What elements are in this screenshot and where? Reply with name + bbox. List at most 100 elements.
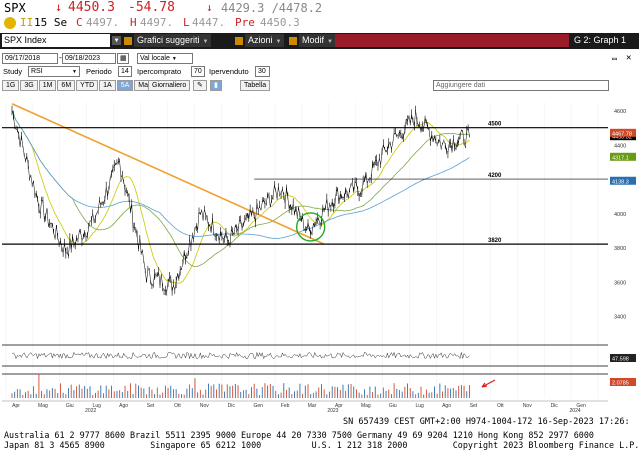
y-tick-label: 3800 bbox=[614, 246, 626, 252]
level-label: 4500 bbox=[488, 122, 502, 128]
ticker-date: 15 Se bbox=[34, 16, 68, 29]
alert-banner bbox=[335, 34, 569, 47]
add-data-field[interactable]: Aggiungere dati bbox=[433, 80, 609, 91]
y-tick-label: 3400 bbox=[614, 315, 626, 321]
price-line bbox=[11, 110, 470, 293]
down-arrow-icon: ↓ bbox=[206, 1, 213, 14]
x-tick-label: Giu bbox=[389, 403, 397, 409]
tab-azioni-label: Azioni bbox=[248, 35, 273, 45]
y-tick-label: 4600 bbox=[614, 109, 626, 115]
graph-label: G 2: Graph 1 bbox=[574, 35, 627, 45]
study-select[interactable]: RSI ▼ bbox=[28, 66, 80, 77]
status-line3: Japan 81 3 4565 8900 Singapore 65 6212 1… bbox=[0, 440, 639, 450]
x-tick-label: Dic bbox=[228, 403, 236, 409]
tab-modif[interactable]: Modif ▼ bbox=[299, 34, 336, 47]
range-button-1a[interactable]: 1A bbox=[99, 80, 116, 91]
range-button-1m[interactable]: 1M bbox=[38, 80, 57, 91]
price-chart[interactable]: 4600 4400 4200 4000 3800 3600 3400 Apr Mag Giu Lu… bbox=[0, 94, 639, 412]
chart-icon bbox=[235, 37, 243, 45]
overbought-label: Ipercomprato bbox=[137, 67, 182, 76]
oversold-field[interactable]: 30 bbox=[255, 66, 270, 77]
chart-type-select[interactable]: Giornaliero bbox=[148, 80, 191, 91]
x-tick-label: Apr bbox=[12, 403, 20, 409]
status-line2: Australia 61 2 9777 8600 Brazil 5511 239… bbox=[0, 430, 639, 440]
down-arrow-icon: ↓ bbox=[55, 0, 63, 14]
moving-average-line bbox=[11, 110, 470, 239]
tab-grafici-suggeriti[interactable]: Grafici suggeriti ▼ bbox=[134, 34, 212, 47]
pre-value: 4450.3 bbox=[260, 16, 300, 29]
draw-tool-icon[interactable]: ✎ bbox=[193, 80, 207, 91]
chart-icon bbox=[124, 37, 132, 45]
x-tick-label: Mag bbox=[361, 403, 371, 409]
x-tick-label: Giu bbox=[66, 403, 74, 409]
price-tag bbox=[610, 128, 636, 137]
range-button-6m[interactable]: 6M bbox=[57, 80, 76, 91]
price-series bbox=[11, 105, 470, 296]
calendar-icon[interactable]: ▦ bbox=[117, 53, 129, 64]
chart-grid bbox=[5, 102, 599, 398]
price-tag-label: 4138.3 bbox=[612, 179, 629, 185]
chart-icon bbox=[289, 37, 297, 45]
low-value: 4447. bbox=[192, 16, 226, 29]
menu-bar: SPX Index ▼ Grafici suggeriti ▼ Azioni ▼ M… bbox=[0, 33, 639, 49]
high-value: 4497. bbox=[140, 16, 174, 29]
x-year-label: 2022 bbox=[85, 408, 96, 412]
currency-select[interactable]: Val locale ▼ bbox=[137, 53, 193, 64]
minimize-icon[interactable]: ▭ bbox=[612, 54, 617, 63]
x-tick-label: Nov bbox=[200, 403, 209, 409]
bar-style-icon[interactable]: ▮ bbox=[210, 80, 222, 91]
date-range-row: 09/17/2018 - 09/18/2023 ▦ Val locale ▼ ▭ … bbox=[0, 52, 639, 65]
chart-type-value: Giornaliero bbox=[152, 82, 187, 89]
pre-label: Pre bbox=[235, 16, 255, 29]
period-label: Periodo bbox=[86, 67, 112, 76]
volume-tag bbox=[610, 378, 636, 386]
contact-line-2: Japan 81 3 4565 8900 Singapore 65 6212 1… bbox=[4, 440, 639, 450]
dropdown-chevron-icon[interactable]: ▼ bbox=[112, 36, 121, 45]
rsi-tag bbox=[610, 354, 636, 362]
x-tick-label: Feb bbox=[281, 403, 290, 409]
high-label: H bbox=[130, 16, 137, 29]
chart-background bbox=[0, 94, 610, 404]
price-tag bbox=[610, 152, 636, 161]
y-tick-label: 4400 bbox=[614, 143, 626, 149]
horizontal-levels: 4500 4200 3820 bbox=[2, 122, 608, 245]
ticker-symbol: SPX bbox=[4, 1, 26, 15]
x-tick-label: Nov bbox=[523, 403, 532, 409]
security-name[interactable]: SPX Index bbox=[2, 34, 110, 47]
range-row: 1G 3G 1M 6M YTD 1A 5A Mass Giornaliero ✎ ▮ Tabe… bbox=[0, 79, 639, 92]
x-year-label: 2024 bbox=[570, 408, 581, 412]
chevron-down-icon: ▼ bbox=[72, 69, 77, 75]
x-tick-label: Ago bbox=[119, 403, 128, 409]
date-from-field[interactable]: 09/17/2018 bbox=[2, 53, 58, 64]
range-button-ytd[interactable]: YTD bbox=[76, 80, 99, 91]
price-tag-label: 4467.78 bbox=[612, 131, 632, 137]
date-separator: - bbox=[58, 53, 63, 62]
chevron-down-icon: ▼ bbox=[275, 39, 282, 45]
x-tick-label: Lug bbox=[93, 403, 102, 409]
overbought-field[interactable]: 70 bbox=[191, 66, 205, 77]
x-tick-label: Ott bbox=[174, 403, 181, 409]
rsi-value: 47.598 bbox=[612, 357, 629, 363]
price-tag-label: 4450.32 bbox=[612, 135, 632, 141]
range-button-5a[interactable]: 5A bbox=[116, 80, 134, 91]
range-button-1g[interactable]: 1G bbox=[2, 80, 20, 91]
tab-azioni[interactable]: Azioni ▼ bbox=[245, 34, 285, 47]
study-value: RSI bbox=[31, 68, 43, 75]
close-icon[interactable]: ✕ bbox=[626, 53, 632, 63]
date-to-field[interactable]: 09/18/2023 bbox=[62, 53, 116, 64]
ticker-detail-row: II 15 Se C 4497. H 4497. L 4447. Pre 445… bbox=[0, 16, 639, 30]
table-button[interactable]: Tabella bbox=[240, 80, 271, 91]
x-axis: Apr Mag Giu Lug Ago Set Ott Nov Dic Gen Feb Mar Apr M… bbox=[2, 400, 608, 412]
range-button-3g[interactable]: 3G bbox=[20, 80, 38, 91]
chevron-down-icon: ▼ bbox=[327, 39, 333, 45]
low-separator-icon: L bbox=[183, 16, 190, 29]
x-tick-label: Set bbox=[470, 403, 478, 409]
volume-value: 2.0785 bbox=[612, 381, 629, 387]
clock-icon bbox=[4, 17, 16, 29]
tab-grafici-label: Grafici suggeriti bbox=[137, 35, 200, 45]
close-value: 4497. bbox=[86, 16, 120, 29]
status-line1: SN 657439 CEST GMT+2:00 H974-1004-172 16… bbox=[0, 417, 639, 428]
period-field[interactable]: 14 bbox=[118, 66, 132, 77]
x-tick-label: Gen bbox=[576, 403, 586, 409]
